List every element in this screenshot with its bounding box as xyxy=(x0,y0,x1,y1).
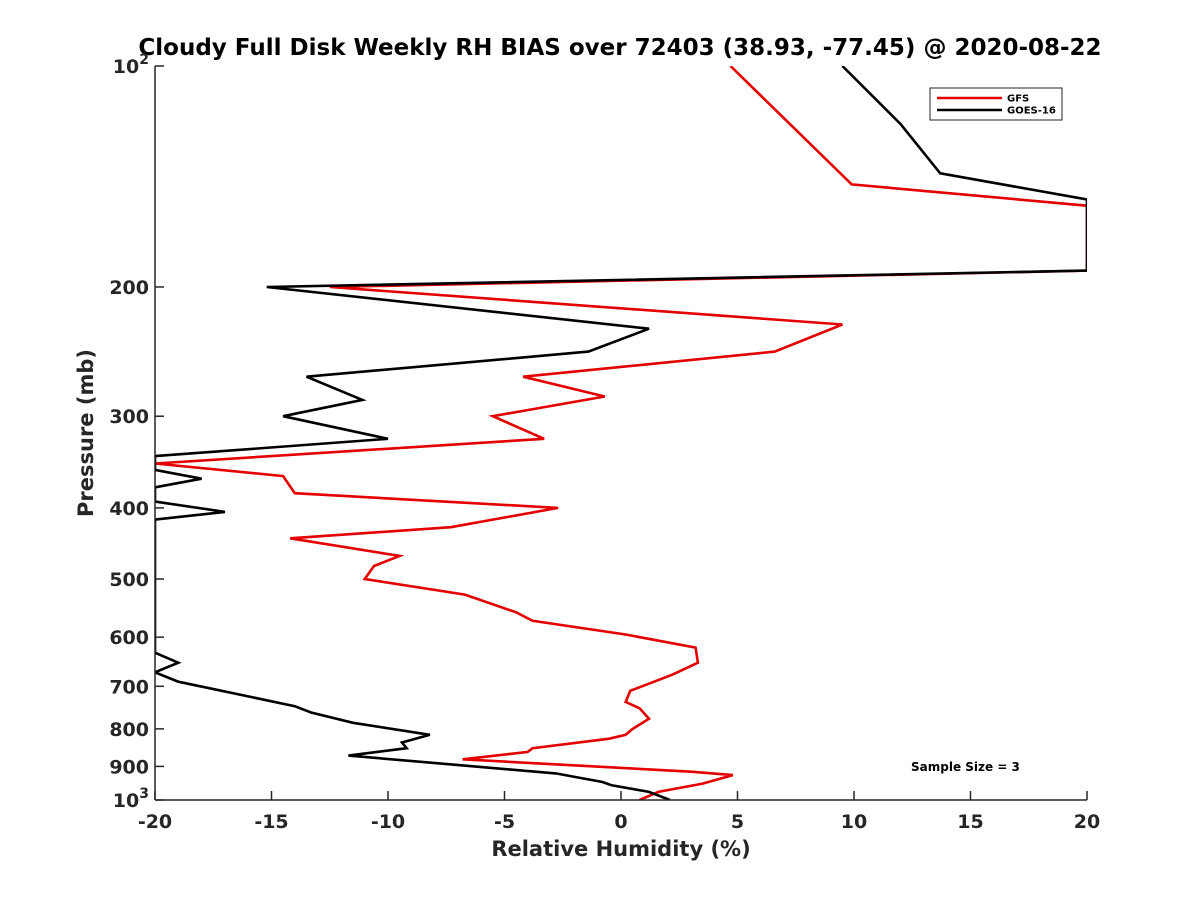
series-line-gfs xyxy=(155,66,1087,800)
y-tick-label: 300 xyxy=(109,406,149,428)
x-tick-label: 15 xyxy=(957,811,983,833)
series-line-goes-16 xyxy=(155,66,1087,800)
y-tick-label: 900 xyxy=(109,756,149,778)
legend-box xyxy=(929,87,1063,121)
y-tick-label: 103 xyxy=(113,786,149,812)
legend-label-gfs: GFS xyxy=(1007,94,1029,105)
x-tick-label: 5 xyxy=(731,811,744,833)
x-tick-label: -15 xyxy=(254,811,288,833)
chart-title: Cloudy Full Disk Weekly RH BIAS over 724… xyxy=(138,35,1101,61)
x-ticks: -20 -15 -10 -5 0 5 10 15 20 xyxy=(138,791,1100,833)
y-tick-label: 200 xyxy=(109,277,149,299)
legend-label-goes-16: GOES-16 xyxy=(1007,106,1056,117)
y-tick-label: 102 xyxy=(113,52,149,78)
y-tick-label: 800 xyxy=(109,719,149,741)
y-tick-label: 400 xyxy=(109,498,149,520)
y-axis-label: Pressure (mb) xyxy=(74,349,98,517)
series-layer xyxy=(155,66,1087,800)
x-tick-label: 0 xyxy=(614,811,627,833)
x-axis-label: Relative Humidity (%) xyxy=(491,837,750,861)
x-tick-label: -10 xyxy=(371,811,405,833)
x-tick-label: -20 xyxy=(138,811,172,833)
chart-legend: GFS GOES-16 xyxy=(929,87,1063,121)
y-tick-label: 600 xyxy=(109,627,149,649)
y-ticks: 102 200 300 400 500 600 700 800 900 103 xyxy=(109,52,164,812)
sample-size-annotation: Sample Size = 3 xyxy=(911,760,1020,774)
x-tick-label: -5 xyxy=(494,811,515,833)
x-tick-label: 10 xyxy=(841,811,867,833)
y-tick-label: 700 xyxy=(109,676,149,698)
axes-layer xyxy=(154,66,1087,801)
x-tick-label: 20 xyxy=(1074,811,1100,833)
y-tick-label: 500 xyxy=(109,569,149,591)
